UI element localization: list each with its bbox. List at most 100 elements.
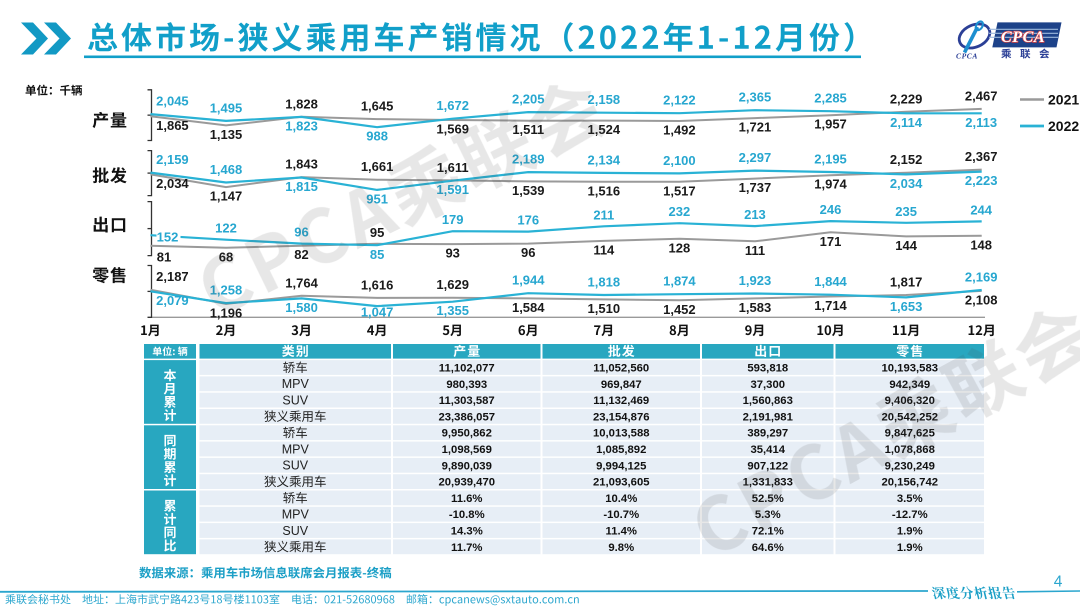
svg-text:244: 244 — [970, 202, 992, 217]
svg-text:2,034: 2,034 — [890, 176, 923, 191]
svg-text:1,818: 1,818 — [588, 275, 621, 290]
svg-text:9.8%: 9.8% — [608, 542, 634, 554]
svg-text:1,355: 1,355 — [436, 303, 469, 318]
svg-text:93: 93 — [445, 246, 459, 261]
svg-text:2,100: 2,100 — [663, 153, 696, 168]
svg-text:1,721: 1,721 — [739, 120, 772, 135]
svg-text:2,229: 2,229 — [890, 91, 923, 106]
svg-text:11.7%: 11.7% — [451, 542, 482, 554]
svg-text:1,492: 1,492 — [663, 123, 696, 138]
svg-text:20,156,742: 20,156,742 — [881, 477, 938, 489]
svg-text:20,939,470: 20,939,470 — [438, 477, 495, 489]
svg-text:10,193,583: 10,193,583 — [881, 363, 938, 375]
svg-text:1.9%: 1.9% — [897, 542, 923, 554]
svg-text:2,191,981: 2,191,981 — [743, 411, 793, 423]
svg-text:2,205: 2,205 — [512, 92, 545, 107]
svg-text:2,467: 2,467 — [965, 88, 998, 103]
svg-text:176: 176 — [517, 213, 539, 228]
svg-text:144: 144 — [895, 238, 917, 253]
svg-text:980,393: 980,393 — [446, 379, 487, 391]
svg-text:2,297: 2,297 — [739, 150, 772, 165]
svg-text:114: 114 — [593, 242, 615, 257]
svg-text:1,865: 1,865 — [156, 118, 189, 133]
svg-text:969,847: 969,847 — [601, 379, 642, 391]
svg-text:1,661: 1,661 — [361, 159, 394, 174]
svg-text:2,034: 2,034 — [156, 176, 189, 191]
svg-text:179: 179 — [442, 212, 464, 227]
svg-text:1,560,863: 1,560,863 — [743, 395, 793, 407]
svg-text:128: 128 — [669, 240, 691, 255]
svg-text:MPV: MPV — [282, 442, 310, 456]
svg-text:-12.7%: -12.7% — [892, 509, 928, 521]
svg-text:1,147: 1,147 — [210, 189, 243, 204]
svg-text:2,045: 2,045 — [156, 94, 189, 109]
svg-text:3.5%: 3.5% — [897, 493, 923, 505]
svg-text:1.9%: 1.9% — [897, 526, 923, 538]
svg-text:122: 122 — [215, 221, 237, 236]
svg-text:2022: 2022 — [1048, 118, 1079, 134]
svg-text:1,874: 1,874 — [663, 274, 696, 289]
svg-text:1,629: 1,629 — [436, 277, 469, 292]
svg-text:1,098,569: 1,098,569 — [442, 444, 492, 456]
svg-text:1,844: 1,844 — [814, 274, 847, 289]
svg-text:111: 111 — [745, 243, 765, 258]
svg-text:9,230,249: 9,230,249 — [885, 460, 935, 472]
svg-text:-10.7%: -10.7% — [603, 509, 639, 521]
svg-text:2,169: 2,169 — [965, 270, 998, 285]
svg-text:4: 4 — [1054, 574, 1063, 591]
svg-text:11,102,077: 11,102,077 — [439, 363, 495, 375]
svg-text:1,135: 1,135 — [210, 127, 243, 142]
svg-text:1,828: 1,828 — [285, 96, 318, 111]
svg-text:95: 95 — [370, 225, 384, 240]
svg-text:2,187: 2,187 — [156, 269, 189, 284]
svg-text:11,303,587: 11,303,587 — [439, 395, 495, 407]
svg-text:389,297: 389,297 — [747, 428, 788, 440]
svg-text:1,616: 1,616 — [361, 277, 394, 292]
svg-text:-10.8%: -10.8% — [449, 509, 485, 521]
svg-text:2,158: 2,158 — [588, 92, 621, 107]
svg-text:SUV: SUV — [282, 459, 308, 473]
svg-text:CPCA: CPCA — [1001, 29, 1045, 46]
svg-text:11,052,560: 11,052,560 — [593, 363, 649, 375]
svg-text:9,890,039: 9,890,039 — [442, 460, 492, 472]
svg-text:1,714: 1,714 — [814, 298, 847, 313]
svg-text:11.4%: 11.4% — [606, 526, 637, 538]
svg-text:1,517: 1,517 — [663, 183, 696, 198]
svg-text:11.6%: 11.6% — [451, 493, 482, 505]
svg-text:907,122: 907,122 — [747, 460, 788, 472]
svg-text:2,134: 2,134 — [588, 152, 621, 167]
svg-text:81: 81 — [157, 250, 171, 265]
svg-text:9,950,862: 9,950,862 — [442, 428, 492, 440]
svg-text:171: 171 — [820, 234, 842, 249]
svg-text:14.3%: 14.3% — [451, 526, 483, 538]
svg-text:64.6%: 64.6% — [752, 542, 784, 554]
svg-text:2,152: 2,152 — [890, 152, 923, 167]
svg-text:1,047: 1,047 — [361, 305, 394, 320]
svg-text:1,974: 1,974 — [814, 177, 847, 192]
svg-text:23,154,876: 23,154,876 — [593, 411, 650, 423]
svg-text:96: 96 — [521, 245, 535, 260]
svg-text:1,516: 1,516 — [588, 183, 621, 198]
svg-text:10.4%: 10.4% — [605, 493, 637, 505]
svg-text:152: 152 — [157, 230, 179, 245]
svg-text:211: 211 — [593, 207, 614, 222]
svg-text:2,367: 2,367 — [965, 149, 998, 164]
svg-text:2,108: 2,108 — [965, 292, 998, 307]
svg-text:2,113: 2,113 — [965, 115, 997, 130]
svg-text:2021: 2021 — [1048, 92, 1079, 108]
svg-text:2,285: 2,285 — [814, 91, 847, 106]
svg-text:1,468: 1,468 — [210, 162, 243, 177]
svg-text:23,386,057: 23,386,057 — [438, 411, 495, 423]
svg-text:988: 988 — [366, 129, 388, 144]
svg-text:1,539: 1,539 — [512, 183, 545, 198]
svg-text:246: 246 — [820, 202, 842, 217]
svg-text:1,580: 1,580 — [285, 300, 318, 315]
svg-text:213: 213 — [744, 207, 766, 222]
svg-text:1,085,892: 1,085,892 — [596, 444, 646, 456]
svg-text:2,122: 2,122 — [663, 93, 696, 108]
svg-text:1,944: 1,944 — [512, 273, 545, 288]
svg-text:CPCA: CPCA — [956, 52, 978, 61]
svg-text:1,645: 1,645 — [361, 99, 394, 114]
svg-text:1,510: 1,510 — [588, 301, 621, 316]
svg-text:1,584: 1,584 — [512, 300, 545, 315]
